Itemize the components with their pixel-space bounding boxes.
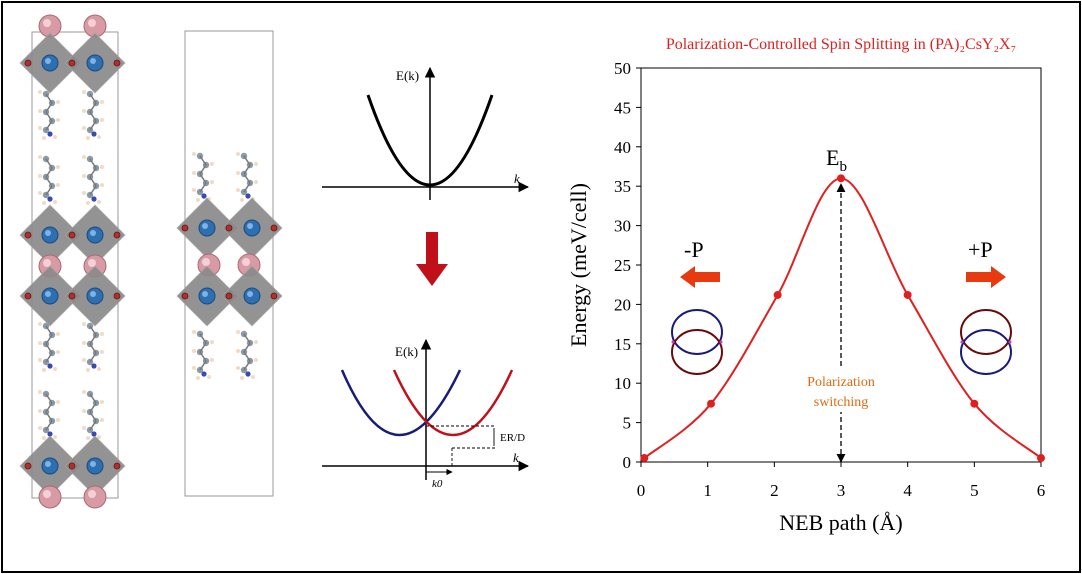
data-point	[1037, 454, 1045, 463]
x-tick-label: 1	[703, 481, 712, 500]
plus-p-label: +P	[968, 237, 993, 262]
x-tick-label: 0	[637, 481, 646, 500]
navy-band	[340, 369, 462, 437]
dispersion-bottom: E(k) k k0 ER/D	[322, 338, 530, 490]
x-tick-label: 6	[1037, 481, 1046, 500]
x-axis-label: NEB path (Å)	[779, 510, 902, 535]
spin-texture-right	[960, 309, 1012, 375]
dispersion-top: E(k) k	[322, 66, 530, 200]
chart-title: Polarization-Controlled Spin Splitting i…	[666, 36, 1016, 53]
er-label: ER/D	[500, 432, 525, 444]
dispersion-top-ylabel: E(k)	[396, 68, 419, 83]
y-tick-label: 15	[614, 335, 631, 354]
data-point	[707, 399, 715, 408]
barrier-label-sub: b	[839, 159, 847, 175]
switching-text-2: switching	[814, 395, 868, 410]
x-tick-label: 5	[970, 481, 979, 500]
y-ticks: 0 5 10 15 20 25 30 35 40 45 50	[614, 59, 641, 472]
minus-p-label: -P	[684, 237, 704, 262]
barrier-label: Eb	[826, 145, 847, 175]
y-tick-label: 10	[614, 374, 631, 393]
dispersion-bottom-xlabel: k	[513, 450, 519, 465]
x-ticks: 0 1 2 3 4 5 6	[637, 462, 1046, 500]
data-point	[903, 290, 912, 299]
switching-text-1: Polarization	[807, 375, 875, 390]
y-tick-label: 50	[614, 59, 631, 78]
y-tick-label: 20	[614, 295, 631, 314]
data-point	[640, 454, 649, 463]
data-point	[773, 290, 782, 299]
right-arrow	[966, 266, 1006, 288]
y-tick-label: 45	[614, 98, 631, 117]
down-arrow	[416, 232, 448, 286]
energy-curve	[643, 177, 1042, 459]
y-tick-label: 25	[614, 256, 631, 275]
crystal-structure-short	[176, 30, 283, 497]
y-tick-label: 35	[614, 177, 631, 196]
data-points	[640, 174, 1045, 463]
dispersion-top-xlabel: k	[514, 171, 520, 186]
y-tick-label: 40	[614, 138, 631, 157]
spin-texture-left	[671, 309, 723, 375]
left-arrow	[680, 266, 720, 288]
y-tick-label: 30	[614, 217, 631, 236]
y-tick-label: 5	[623, 414, 632, 433]
crystal-structure-tall	[19, 14, 126, 509]
data-point	[970, 399, 979, 408]
dispersion-bottom-ylabel: E(k)	[395, 344, 418, 359]
x-tick-label: 4	[903, 481, 912, 500]
red-band	[392, 369, 514, 437]
x-tick-label: 2	[770, 481, 779, 500]
energy-chart: Polarization-Controlled Spin Splitting i…	[566, 36, 1045, 535]
k0-label: k0	[432, 478, 443, 490]
y-tick-label: 0	[623, 453, 632, 472]
data-point	[837, 174, 845, 183]
barrier-label-main: E	[826, 145, 839, 170]
x-tick-label: 3	[837, 481, 846, 500]
y-axis-label: Energy (meV/cell)	[566, 183, 591, 347]
